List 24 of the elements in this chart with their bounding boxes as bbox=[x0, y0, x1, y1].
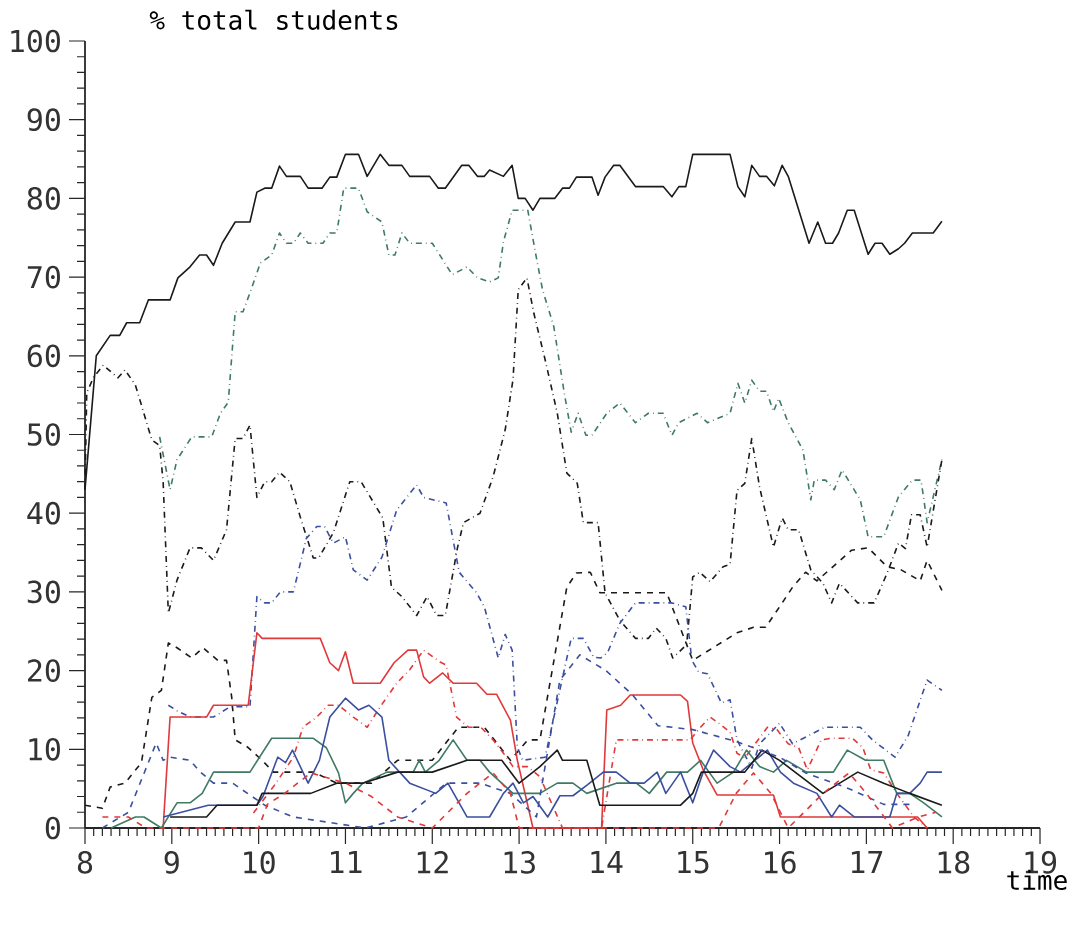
x-tick-label: 16 bbox=[765, 851, 796, 874]
y-tick-label: 80 bbox=[27, 187, 60, 210]
x-tick-label: 17 bbox=[851, 851, 883, 873]
x-tick-label: 8 bbox=[77, 851, 93, 874]
x-tick-label: 10 bbox=[244, 851, 275, 874]
x-tick-label: 12 bbox=[417, 851, 448, 874]
y-tick-label: 40 bbox=[27, 501, 60, 525]
line-series bbox=[158, 187, 943, 538]
y-axis-title: % total students bbox=[149, 9, 398, 30]
y-tick-label: 10 bbox=[29, 737, 60, 761]
y-tick-label: 60 bbox=[27, 344, 60, 368]
y-tick-label: 90 bbox=[27, 108, 60, 132]
x-tick-label: 9 bbox=[164, 851, 179, 874]
x-tick-label: 15 bbox=[678, 851, 709, 874]
x-tick-label: 14 bbox=[591, 851, 623, 873]
x-tick-label: 18 bbox=[938, 851, 970, 874]
y-tick-label: 0 bbox=[45, 816, 60, 840]
x-tick-label: 13 bbox=[504, 851, 535, 874]
y-tick-label: 20 bbox=[28, 659, 60, 682]
y-tick-label: 100 bbox=[11, 29, 60, 53]
y-tick-label: 30 bbox=[27, 580, 60, 604]
y-tick-label: 70 bbox=[27, 265, 60, 289]
x-tick-label: 11 bbox=[331, 851, 362, 873]
y-tick-label: 50 bbox=[27, 423, 60, 446]
